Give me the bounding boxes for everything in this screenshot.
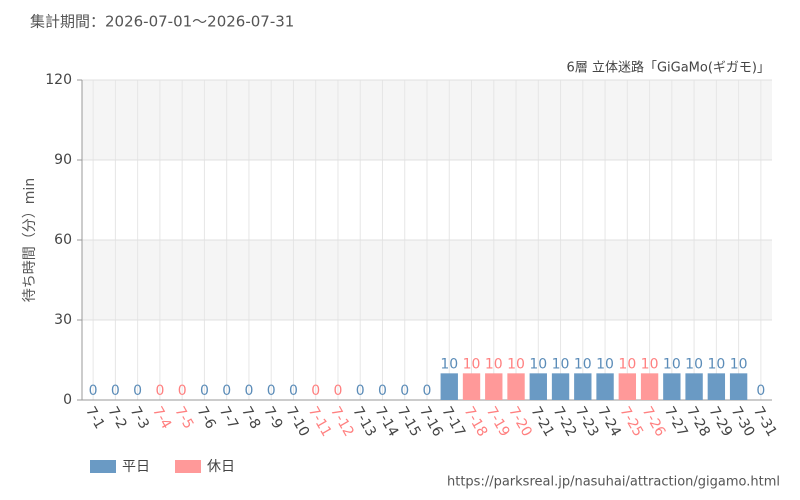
x-tick-label: 7-8 [238, 404, 263, 432]
value-label: 0 [334, 383, 343, 399]
legend-swatch [90, 460, 116, 473]
value-label: 0 [311, 383, 320, 399]
x-tick-label: 7-9 [260, 404, 285, 432]
y-tick-label: 90 [54, 152, 72, 168]
bar [507, 373, 525, 400]
value-label: 10 [596, 356, 614, 372]
chart-title: 集計期間：2026-07-01～2026-07-31 [30, 13, 294, 31]
bar [596, 373, 614, 400]
y-tick-label: 0 [63, 392, 72, 408]
legend-swatch [175, 460, 201, 473]
bar [685, 373, 703, 400]
bar [707, 373, 726, 400]
x-tick-label: 7-6 [193, 404, 218, 432]
value-label: 10 [574, 356, 592, 372]
bar [640, 373, 659, 400]
x-tick-label: 7-7 [216, 404, 241, 432]
value-label: 10 [641, 356, 659, 372]
value-label: 0 [133, 383, 142, 399]
value-label: 10 [440, 356, 458, 372]
value-label: 10 [663, 356, 681, 372]
value-label: 0 [400, 383, 409, 399]
value-label: 0 [155, 383, 164, 399]
value-label: 10 [707, 356, 725, 372]
source-url: https://parksreal.jp/nasuhai/attraction/… [447, 475, 780, 490]
bar [618, 373, 637, 400]
value-label: 10 [529, 356, 547, 372]
bar [485, 373, 503, 400]
bar [574, 373, 592, 400]
bar [440, 373, 458, 400]
y-tick-label: 60 [54, 232, 72, 248]
value-label: 0 [178, 383, 187, 399]
bar [462, 373, 481, 400]
value-label: 0 [356, 383, 365, 399]
y-tick-label: 120 [45, 72, 72, 88]
value-label: 0 [222, 383, 231, 399]
value-label: 0 [111, 383, 120, 399]
value-label: 10 [618, 356, 636, 372]
x-tick-label: 7-1 [82, 404, 107, 432]
bar [729, 373, 748, 400]
chart-subtitle: 6層 立体迷路「GiGaMo(ギガモ)」 [567, 60, 770, 76]
x-tick-label: 7-3 [127, 404, 152, 432]
bar [663, 373, 681, 400]
y-tick-label: 30 [54, 312, 72, 328]
value-label: 0 [756, 383, 765, 399]
value-label: 10 [463, 356, 481, 372]
value-label: 0 [267, 383, 276, 399]
value-label: 0 [423, 383, 432, 399]
x-tick-label: 7-2 [104, 404, 129, 432]
value-label: 0 [200, 383, 209, 399]
legend-label: 休日 [207, 459, 235, 475]
value-label: 10 [507, 356, 525, 372]
x-tick-label: 7-5 [171, 404, 196, 432]
value-label: 10 [685, 356, 703, 372]
bar [529, 373, 547, 400]
value-label: 10 [552, 356, 570, 372]
x-tick-label: 7-31 [750, 404, 780, 440]
x-tick-label: 7-4 [149, 404, 174, 432]
legend-label: 平日 [122, 459, 150, 475]
value-label: 10 [485, 356, 503, 372]
value-label: 0 [89, 383, 98, 399]
value-label: 10 [730, 356, 748, 372]
bar [551, 373, 570, 400]
value-label: 0 [289, 383, 298, 399]
value-label: 0 [378, 383, 387, 399]
y-axis-label: 待ち時間（分）min [22, 178, 38, 302]
value-label: 0 [244, 383, 253, 399]
